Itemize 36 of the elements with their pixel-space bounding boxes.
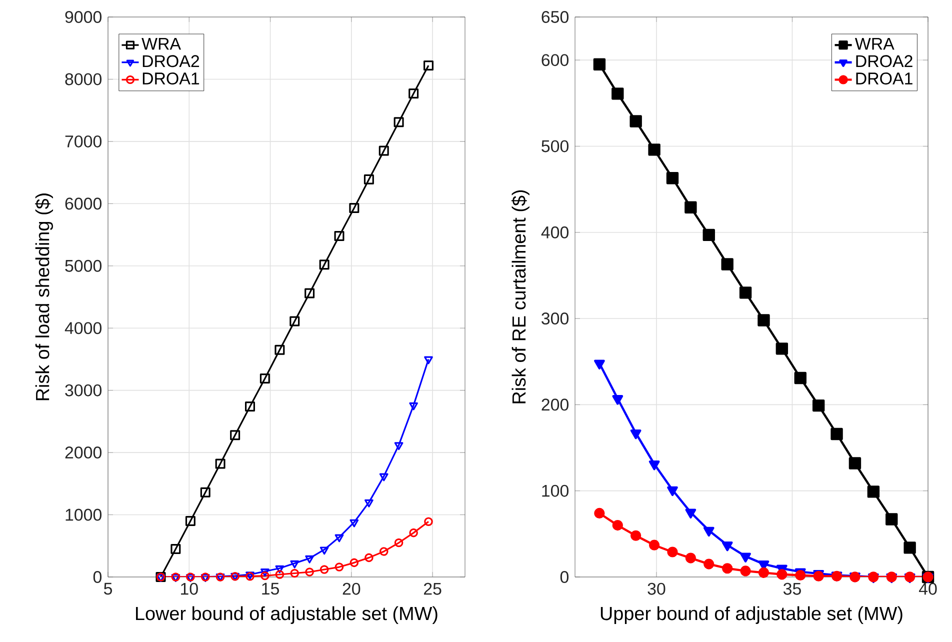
x-tick-label: 25	[424, 582, 442, 595]
y-tick-label: 0	[560, 570, 569, 583]
x-tick-label: 20	[342, 582, 360, 595]
y-tick-label: 500	[542, 140, 569, 152]
y-tick-label: 100	[542, 484, 569, 497]
y-tick-label: 8000	[65, 73, 102, 86]
y-tick-label: 6000	[65, 198, 102, 210]
y-tick-label: 200	[542, 398, 569, 411]
x-tick-label: 30	[648, 582, 666, 595]
y-tick-label: 650	[542, 10, 569, 23]
y-tick-label: 5000	[65, 260, 102, 272]
y-tick-label: 1000	[66, 508, 102, 521]
y-axis-title: Risk of load shedding ($)	[35, 194, 53, 400]
y-tick-label: 9000	[65, 10, 102, 23]
x-tick-label: 15	[262, 582, 279, 595]
x-tick-label: 35	[783, 582, 801, 595]
y-tick-label: 300	[542, 312, 569, 325]
legend-label: DROA1	[142, 72, 200, 85]
x-axis-title: Upper bound of adjustable set (MW)	[600, 606, 902, 624]
legend-label: DROA2	[856, 55, 912, 68]
legend-label: DROA1	[856, 72, 912, 85]
y-tick-label: 7000	[65, 135, 102, 148]
x-tick-label: 5	[104, 582, 112, 595]
y-tick-label: 400	[541, 226, 569, 238]
x-axis-title: Lower bound of adjustable set (MW)	[136, 606, 438, 624]
legend-label: DROA2	[142, 55, 200, 68]
x-tick-label: 10	[181, 582, 198, 595]
y-tick-label: 4000	[64, 322, 102, 334]
x-tick-label: 40	[918, 582, 937, 595]
legend-label: WRA	[142, 38, 181, 50]
y-axis-title: Risk of RE curtailment ($)	[512, 190, 530, 404]
y-tick-label: 600	[542, 54, 569, 66]
y-tick-label: 0	[93, 570, 102, 583]
y-tick-label: 3000	[65, 384, 102, 396]
y-tick-label: 2000	[65, 446, 102, 459]
legend-label: WRA	[854, 38, 894, 50]
